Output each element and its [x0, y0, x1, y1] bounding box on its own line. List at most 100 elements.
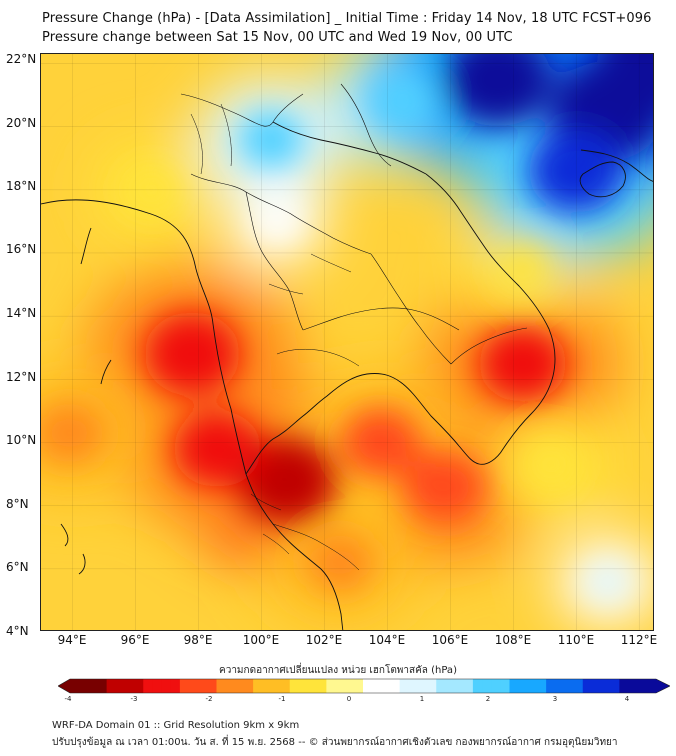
colorbar-tick: 3	[552, 695, 558, 703]
colorbar-cell	[582, 679, 593, 693]
colorbar-cell	[134, 679, 144, 693]
lat-label: 4°N	[6, 624, 29, 638]
colorbar-arrow-right	[656, 679, 670, 693]
colorbar-cell	[628, 679, 639, 693]
colorbar-cell	[216, 679, 227, 693]
field-anomaly-core	[478, 325, 567, 402]
colorbar-cell	[289, 679, 300, 693]
colorbar-cell	[189, 679, 199, 693]
colorbar-cell	[97, 679, 108, 693]
colorbar-cell	[372, 679, 382, 693]
field-anomaly-core	[125, 167, 178, 213]
lat-label: 6°N	[6, 560, 29, 574]
colorbar-tick: -2	[205, 695, 213, 703]
field-anomaly-core	[255, 202, 300, 240]
map-panel[interactable]	[40, 53, 654, 631]
lat-label: 8°N	[6, 497, 29, 511]
field-anomaly-core	[597, 54, 653, 115]
colorbar-cell	[491, 679, 501, 693]
colorbar-svg	[57, 678, 671, 694]
lon-label: 96°E	[120, 633, 150, 647]
colorbar-cell	[427, 679, 437, 693]
lat-label: 10°N	[6, 433, 37, 447]
lon-label: 102°E	[305, 633, 343, 647]
colorbar-cell	[536, 679, 547, 693]
colorbar-cell	[344, 679, 355, 693]
colorbar-cell	[179, 679, 190, 693]
colorbar-cell	[381, 679, 392, 693]
colorbar-cell	[573, 679, 584, 693]
field-anomaly-core	[144, 312, 241, 397]
field-anomaly-core	[236, 436, 337, 525]
colorbar-arrow-left	[58, 679, 70, 693]
chart-subtitle: Pressure change between Sat 15 Nov, 00 U…	[42, 30, 513, 45]
colorbar-cell	[198, 679, 208, 693]
field-anomaly-core	[528, 128, 625, 213]
field-anomaly-core	[173, 410, 262, 488]
colorbar-cell	[646, 679, 657, 693]
colorbar-cell	[619, 679, 630, 693]
colorbar-cell	[637, 679, 648, 693]
colorbar-tick: 0	[346, 695, 352, 703]
colorbar-cell	[353, 679, 364, 693]
colorbar-cell	[454, 679, 465, 693]
lon-label: 106°E	[431, 633, 469, 647]
lat-label: 16°N	[6, 242, 37, 256]
colorbar-tick: 2	[485, 695, 491, 703]
colorbar-cell	[472, 679, 483, 693]
colorbar-cell	[399, 679, 410, 693]
field-anomaly-core	[341, 407, 422, 478]
colorbar	[57, 678, 671, 694]
colorbar-cell	[79, 679, 89, 693]
lat-label: 22°N	[6, 52, 37, 66]
colorbar-cell	[308, 679, 318, 693]
colorbar-cell	[143, 679, 154, 693]
field-anomaly-core	[494, 244, 551, 293]
colorbar-cell	[161, 679, 172, 693]
colorbar-tick: -4	[64, 695, 72, 703]
lon-label: 112°E	[620, 633, 658, 647]
field-anomaly-core	[524, 441, 579, 488]
colorbar-cell	[253, 679, 263, 693]
lat-label: 14°N	[6, 306, 37, 320]
lat-label: 12°N	[6, 370, 37, 384]
colorbar-cell	[317, 679, 327, 693]
colorbar-cell	[243, 679, 254, 693]
colorbar-cell	[408, 679, 419, 693]
colorbar-cell	[262, 679, 273, 693]
colorbar-title: ความกดอากาศเปลี่ยนแปลง หน่วย เฮกโตพาสคัล…	[219, 665, 457, 676]
colorbar-cell	[106, 679, 117, 693]
lon-label: 104°E	[368, 633, 406, 647]
colorbar-cell	[326, 679, 337, 693]
field-anomaly-core	[306, 533, 375, 592]
colorbar-cell	[88, 679, 99, 693]
colorbar-cell	[207, 679, 218, 693]
colorbar-tick: -3	[130, 695, 138, 703]
colorbar-cell	[390, 679, 401, 693]
colorbar-cell	[271, 679, 282, 693]
field-anomaly-core	[402, 450, 487, 524]
colorbar-tick: -1	[278, 695, 286, 703]
colorbar-cell	[170, 679, 181, 693]
colorbar-cell	[417, 679, 428, 693]
lon-label: 98°E	[183, 633, 213, 647]
lon-label: 94°E	[57, 633, 87, 647]
colorbar-cell	[601, 679, 611, 693]
colorbar-cell	[225, 679, 236, 693]
colorbar-cell	[500, 679, 511, 693]
colorbar-cell	[70, 679, 80, 693]
colorbar-cell	[152, 679, 163, 693]
field-anomaly-core	[237, 110, 304, 168]
colorbar-cell	[610, 679, 620, 693]
colorbar-tick: 1	[419, 695, 425, 703]
colorbar-cell	[546, 679, 556, 693]
colorbar-cell	[591, 679, 602, 693]
field-anomaly-core	[368, 71, 439, 132]
colorbar-cell	[436, 679, 447, 693]
colorbar-tick: 4	[624, 695, 630, 703]
field-anomaly-core	[41, 401, 106, 465]
lon-label: 108°E	[494, 633, 532, 647]
colorbar-cell	[564, 679, 575, 693]
footer-credit: ปรับปรุงข้อมูล ณ เวลา 01:00น. วัน ส. ที่…	[52, 737, 618, 748]
colorbar-cell	[509, 679, 520, 693]
